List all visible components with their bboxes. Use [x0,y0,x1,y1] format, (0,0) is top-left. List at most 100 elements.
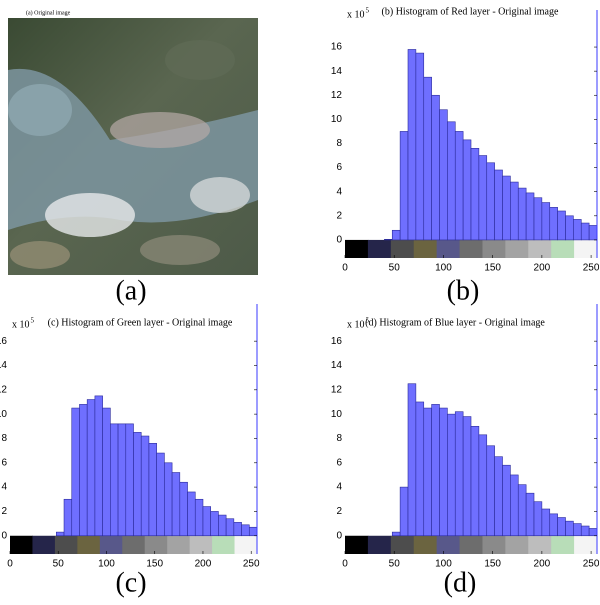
colorbar-segment [390,239,415,258]
colorbar-segment [345,535,369,554]
histogram-bar [56,531,65,537]
histogram-bar [533,501,543,537]
y-tick-label: 14 [0,360,7,371]
histogram-bar [565,215,574,241]
histogram-bar [486,162,495,241]
y-tick-label: 12 [331,90,343,101]
y-tick-label: 12 [0,384,7,395]
x-tick-label: 0 [342,559,348,570]
caption: (d) [444,567,477,598]
colorbar-segment [574,239,598,258]
histogram-bar [86,399,96,537]
y-multiplier-exponent: 5 [366,317,370,325]
histogram-bar [533,197,543,241]
histogram-bar [549,207,558,241]
colorbar-segment [144,535,168,554]
y-tick-label: 16 [0,336,7,347]
colorbar-segment [436,239,461,258]
x-tick-label: 250 [243,559,260,570]
image-title: (a) Original image [26,9,71,16]
histogram-bar [447,413,456,537]
histogram-bar [423,407,432,537]
x-tick-label: 150 [146,559,163,570]
x-tick-label: 150 [484,263,501,274]
histogram-bar [415,401,425,537]
histogram-bar [415,52,425,241]
histogram-bar [557,517,566,537]
histogram-bar [179,481,188,537]
x-tick-label: 50 [389,559,401,570]
histogram-bar [171,472,181,537]
colorbar-segment [413,535,438,554]
colorbar-segment [77,535,101,554]
histogram-bar [494,169,503,241]
histogram-bar [202,506,211,537]
histogram-bar [580,525,590,537]
chart-title: (b) Histogram of Red layer - Original im… [382,6,559,17]
histogram-bar [580,222,590,241]
y-tick-label: 8 [1,433,7,444]
chart-title: (c) Histogram of Green layer - Original … [48,317,233,328]
histogram-bar [486,445,495,537]
histogram-bar [502,464,511,537]
histogram-bar [248,526,258,537]
colorbar-segment [551,535,575,554]
x-tick-label: 100 [98,559,115,570]
histogram-bar [541,202,551,241]
colorbar-segment [551,239,575,258]
y-multiplier: x 10 [12,319,30,330]
histogram-bar [233,522,242,537]
colorbar-segment [367,239,392,258]
histogram-bar [71,407,80,537]
caption: (c) [115,567,146,598]
y-tick-label: 8 [336,433,342,444]
histogram-bar [431,94,440,241]
colorbar-segment [574,535,598,554]
y-tick-label: 2 [336,506,342,517]
histogram-bar [140,435,150,537]
x-tick-label: 250 [583,559,600,570]
colorbar-segment [505,239,529,258]
histogram-bar [502,175,511,241]
histogram-bar [525,492,535,537]
histogram-bar [431,404,440,537]
colorbar-segment [367,535,392,554]
chart-title: (d) Histogram of Blue layer - Original i… [365,317,545,328]
y-tick-label: 8 [336,138,342,149]
histogram-bar [439,407,448,537]
y-multiplier-exponent: 5 [366,7,370,15]
x-tick-label: 200 [534,559,551,570]
colorbar-segment [482,239,506,258]
histogram-bar [399,486,409,537]
histogram-bar [218,514,227,537]
colorbar-segment [345,239,369,258]
colorbar-segment [99,535,123,554]
histogram-bar [517,187,527,241]
histogram-bar [494,456,503,537]
histogram-bar [125,423,134,537]
histogram-bar [447,121,456,241]
colorbar-segment [212,535,236,554]
colorbar-segment [54,535,78,554]
histogram-bar [478,434,488,537]
y-tick-label: 4 [1,482,7,493]
histogram-bar [510,181,519,241]
histogram-bar [478,155,488,241]
y-tick-label: 4 [336,482,342,493]
colorbar-segment [505,535,529,554]
histogram-bar [549,513,558,537]
y-tick-label: 10 [331,409,343,420]
colorbar-segment [459,239,483,258]
x-tick-label: 150 [484,559,501,570]
histogram-bar [210,511,219,537]
histogram-bar [439,109,448,241]
histogram-bar [133,432,142,537]
colorbar-segment [10,535,33,554]
histogram-bar [187,491,196,537]
histogram-bar [462,139,472,241]
y-multiplier: x 10 [347,319,365,330]
histogram-bar [399,131,409,241]
histogram-bar [557,210,566,241]
x-tick-label: 200 [195,559,212,570]
